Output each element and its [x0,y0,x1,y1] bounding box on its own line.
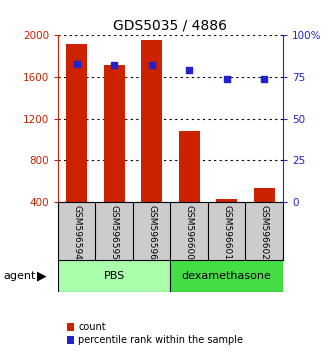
Text: ▶: ▶ [36,270,46,282]
Bar [254,188,274,202]
Title: GDS5035 / 4886: GDS5035 / 4886 [114,19,227,33]
Point [74,61,79,67]
Text: GSM596600: GSM596600 [185,205,194,260]
Text: GSM596602: GSM596602 [260,205,269,259]
Point [187,68,192,73]
Bar [216,199,237,202]
Bar [66,44,87,202]
Bar [179,131,200,202]
Text: GSM596594: GSM596594 [72,205,81,259]
Point [149,63,154,68]
Point [224,76,229,81]
Text: GSM596596: GSM596596 [147,205,156,260]
Text: PBS: PBS [104,271,125,281]
Bar [170,260,283,292]
Point [261,76,267,81]
Bar [58,260,170,292]
Text: GSM596601: GSM596601 [222,205,231,260]
Legend: count, percentile rank within the sample: count, percentile rank within the sample [63,319,247,349]
Text: dexamethasone: dexamethasone [182,271,272,281]
Text: GSM596595: GSM596595 [110,205,119,260]
Bar [141,40,162,202]
Point [112,63,117,68]
Text: agent: agent [3,271,36,281]
Bar [104,64,124,202]
